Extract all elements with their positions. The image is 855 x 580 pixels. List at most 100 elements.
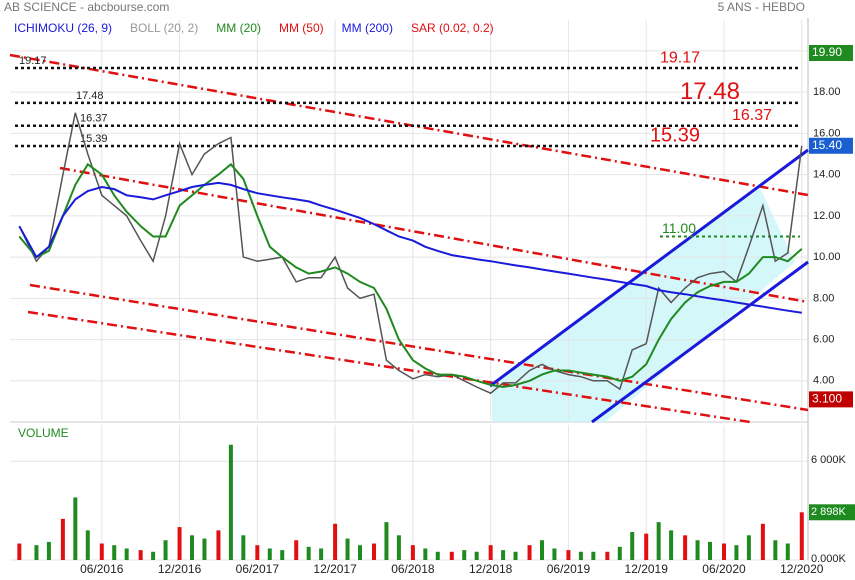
price-marker-label: 15.40 — [812, 138, 842, 152]
price-marker — [809, 44, 853, 61]
x-tick-label: 06/2020 — [702, 562, 746, 576]
volume-bar — [228, 444, 233, 560]
volume-bar — [435, 551, 440, 560]
volume-bar — [372, 543, 376, 560]
volume-bar — [462, 550, 467, 560]
price-marker-label: 19.90 — [812, 45, 842, 59]
volume-bar — [241, 535, 246, 560]
trend-line — [27, 310, 751, 424]
volume-bar — [449, 551, 454, 560]
y-tick-label: 8.00 — [813, 292, 834, 304]
moving-average — [18, 181, 802, 314]
volume-bar — [423, 548, 428, 560]
volume-bar — [540, 540, 544, 560]
legend-entry: ICHIMOKU (26, 9) — [14, 21, 112, 35]
x-tick-label: 06/2019 — [547, 562, 591, 576]
legend-entry: BOLL (20, 2) — [130, 21, 198, 35]
legend-entry: SAR (0.02, 0.2) — [411, 21, 494, 35]
level-label-large: 16.37 — [732, 107, 772, 124]
volume-bar — [60, 518, 65, 560]
volume-bar — [722, 543, 726, 560]
volume-bar — [73, 497, 78, 560]
y-tick-label: 14.00 — [813, 169, 841, 181]
volume-bar — [501, 550, 506, 560]
y-tick-label: 10.00 — [813, 251, 841, 263]
level-label: 17.48 — [76, 90, 104, 102]
volume-bar — [396, 535, 401, 560]
volume-bar — [216, 530, 221, 560]
volume-bar — [306, 546, 311, 560]
channel-line — [489, 148, 809, 388]
volume-bar — [605, 551, 610, 560]
level-label-large: 15.39 — [650, 124, 700, 146]
volume-bar — [785, 543, 790, 560]
volume-bar — [46, 541, 51, 560]
volume-title: VOLUME — [18, 426, 69, 440]
y-tick-label: 16.00 — [813, 127, 841, 139]
x-tick-label: 06/2016 — [80, 562, 124, 576]
subtitle: 5 ANS - HEBDO — [718, 0, 805, 14]
volume-bar — [708, 541, 712, 560]
level-label: 15.39 — [80, 133, 108, 145]
moving-average — [18, 162, 803, 389]
channel-line — [591, 260, 809, 424]
trend-line — [9, 53, 809, 197]
volume-bar — [734, 545, 739, 560]
x-tick-label: 12/2017 — [313, 562, 357, 576]
price-marker-label: 3.100 — [812, 392, 842, 406]
x-tick-label: 12/2019 — [625, 562, 669, 576]
volume-bar — [656, 522, 661, 560]
volume-bar — [333, 523, 338, 560]
volume-bar — [163, 540, 168, 560]
volume-bar — [358, 545, 362, 560]
level-label: 19.17 — [19, 55, 47, 67]
y-tick-label: 12.00 — [813, 210, 841, 222]
y-tick-label: 4.00 — [813, 375, 834, 387]
volume-bar — [773, 540, 778, 560]
level-label: 11.00 — [662, 220, 696, 236]
volume-bar — [202, 538, 207, 560]
volume-bar — [85, 530, 90, 560]
volume-bar — [151, 551, 156, 560]
volume-bar — [17, 543, 22, 560]
level-label-large: 19.17 — [660, 49, 700, 66]
volume-bar — [255, 545, 260, 560]
volume-bar — [591, 551, 596, 560]
legend-entry: MM (50) — [279, 21, 324, 35]
volume-bar — [267, 548, 272, 560]
volume-bar — [474, 551, 479, 560]
volume-bar — [190, 535, 194, 560]
volume-bar — [630, 532, 635, 560]
volume-bar — [799, 512, 804, 560]
volume-bar — [746, 535, 751, 560]
volume-bar — [488, 545, 493, 560]
y-tick-label: 6.00 — [813, 333, 834, 345]
volume-bar — [34, 545, 39, 560]
volume-bar — [513, 551, 518, 560]
volume-marker — [809, 504, 855, 521]
legend-entry: MM (200) — [342, 21, 393, 35]
x-tick-label: 06/2017 — [236, 562, 280, 576]
volume-bar — [527, 545, 532, 560]
volume-bar — [566, 550, 571, 560]
volume-bar — [552, 548, 557, 560]
volume-tick-label: 6 000K — [811, 454, 847, 466]
level-label-large: 17.48 — [680, 78, 740, 105]
x-tick-label: 12/2016 — [158, 562, 202, 576]
volume-bar — [112, 545, 117, 560]
volume-bar — [695, 540, 700, 560]
x-tick-label: 12/2018 — [469, 562, 513, 576]
volume-bar — [177, 527, 182, 560]
volume-marker-label: 2 898K — [811, 506, 847, 518]
channel-fill — [492, 188, 795, 422]
price-marker — [809, 137, 853, 154]
volume-bar — [617, 546, 622, 560]
price-marker — [809, 391, 853, 408]
volume-tick-label: 0.000K — [811, 553, 847, 565]
legend-entry: MM (20) — [216, 21, 261, 35]
volume-bar — [99, 543, 104, 560]
x-tick-label: 12/2020 — [780, 562, 824, 576]
volume-bar — [319, 548, 324, 560]
volume-bar — [669, 530, 674, 560]
